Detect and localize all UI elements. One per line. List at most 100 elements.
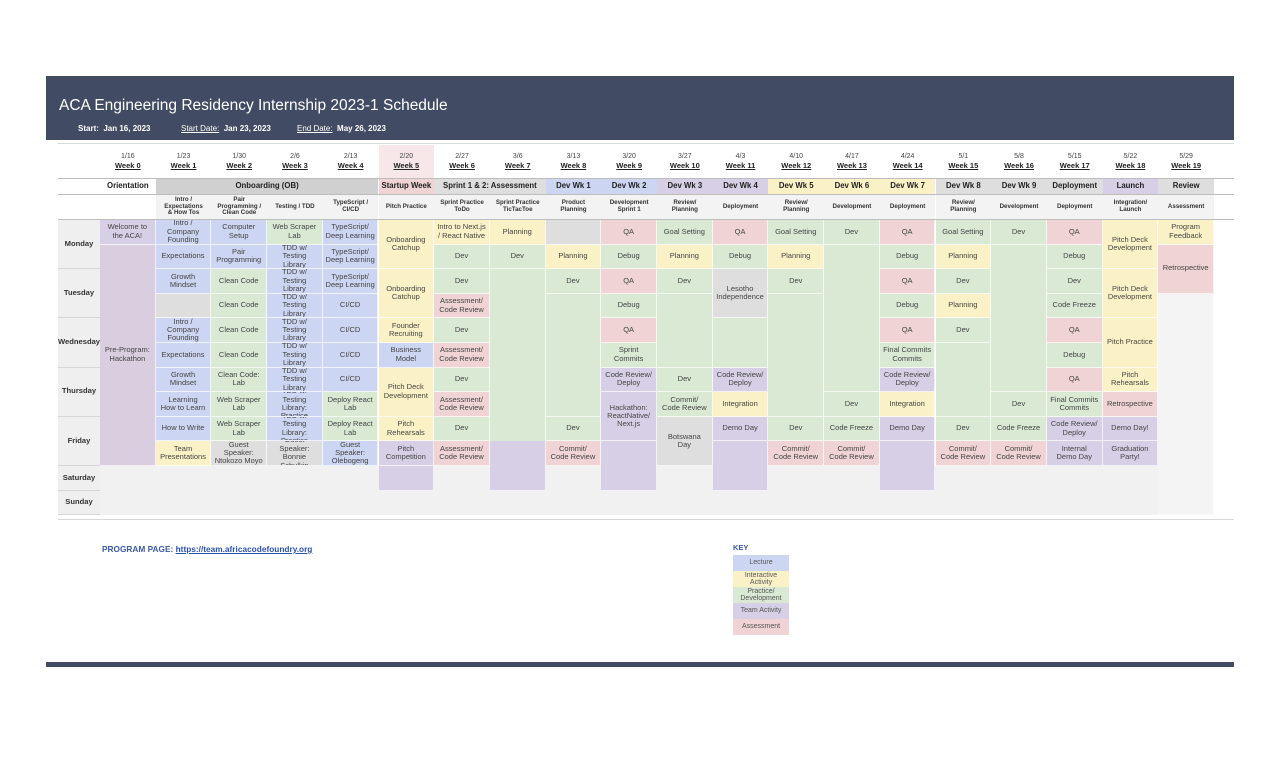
schedule-cell[interactable]: Web Scraper Lab	[211, 392, 268, 417]
schedule-cell[interactable]: Retrospective	[1102, 392, 1159, 417]
schedule-cell[interactable]: Guest Speaker: Ntokozo Moyo	[211, 441, 268, 466]
schedule-cell[interactable]: Integration	[879, 392, 936, 417]
schedule-cell[interactable]: Lesotho Independence	[712, 269, 769, 319]
schedule-cell[interactable]: Dev	[657, 269, 713, 294]
schedule-cell[interactable]: Pitch Deck Development	[378, 367, 435, 417]
schedule-cell[interactable]: TDD w/ Testing Library	[267, 269, 323, 294]
schedule-cell[interactable]: Debug	[879, 293, 936, 319]
schedule-cell[interactable]: Dev	[434, 269, 490, 294]
schedule-cell[interactable]: Code Review/ Deploy	[879, 367, 936, 393]
schedule-cell[interactable]: TypeScript/ Deep Learning	[322, 220, 379, 245]
schedule-cell[interactable]: QA	[1046, 367, 1103, 393]
schedule-cell[interactable]: Dev	[545, 416, 602, 442]
schedule-cell[interactable]: Intro / Company Founding	[155, 318, 212, 343]
schedule-cell[interactable]: QA	[712, 220, 769, 245]
schedule-cell[interactable]: QA	[879, 220, 936, 245]
schedule-cell[interactable]: Commit/ Code Review	[768, 441, 825, 466]
schedule-cell[interactable]: Dev	[768, 269, 825, 294]
schedule-cell[interactable]: CI/CD	[322, 343, 379, 368]
schedule-cell[interactable]: Business Model	[378, 343, 435, 368]
schedule-cell[interactable]	[1158, 293, 1214, 516]
schedule-cell[interactable]: Goal Setting	[768, 220, 825, 245]
schedule-cell[interactable]: Final Commits Commits	[1046, 392, 1103, 417]
schedule-cell[interactable]: TypeScript/ Deep Learning	[322, 244, 379, 270]
schedule-cell[interactable]: TDD w/ Testing Library	[267, 244, 323, 270]
schedule-cell[interactable]: Guest Speaker: Bonnie Schulkin	[267, 441, 323, 466]
schedule-cell[interactable]: Clean Code: Lab	[211, 367, 268, 393]
schedule-cell[interactable]: Graduation Party!	[1102, 441, 1159, 466]
schedule-cell[interactable]: Dev	[489, 244, 546, 270]
schedule-cell[interactable]: Growth Mindset	[155, 367, 212, 393]
schedule-cell[interactable]: TDD w/ Testing Library: Practice	[267, 392, 323, 417]
schedule-cell[interactable]: Integration	[712, 392, 769, 417]
schedule-cell[interactable]: Goal Setting	[935, 220, 992, 245]
schedule-cell[interactable]: Debug	[601, 244, 657, 270]
schedule-cell[interactable]: Debug	[879, 244, 936, 270]
schedule-cell[interactable]: Onboarding Catchup	[378, 269, 435, 319]
schedule-cell[interactable]: Pitch Competition	[378, 441, 435, 466]
schedule-cell[interactable]: Welcome to the ACA!	[100, 220, 156, 245]
schedule-cell[interactable]: Planning	[657, 244, 713, 270]
schedule-cell[interactable]: Deploy React Lab	[322, 392, 379, 417]
schedule-cell[interactable]: Assessment/ Code Review	[434, 293, 490, 319]
schedule-cell[interactable]	[824, 244, 880, 393]
schedule-cell[interactable]: Code Freeze	[824, 416, 880, 442]
schedule-cell[interactable]: QA	[601, 269, 657, 294]
schedule-cell[interactable]: Program Feedback	[1158, 220, 1214, 245]
schedule-cell[interactable]: Pre-Program: Hackathon	[100, 244, 156, 466]
schedule-cell[interactable]: TDD w/ Testing Library	[267, 343, 323, 368]
schedule-cell[interactable]: Computer Setup	[211, 220, 268, 245]
schedule-cell[interactable]: Code Freeze	[991, 416, 1047, 442]
schedule-cell[interactable]: Dev	[991, 220, 1047, 245]
schedule-cell[interactable]: Planning	[935, 293, 992, 319]
schedule-cell[interactable]	[489, 269, 546, 466]
schedule-cell[interactable]: Assessment/ Code Review	[434, 441, 490, 466]
schedule-cell[interactable]: Code Review/ Deploy	[601, 367, 657, 393]
schedule-cell[interactable]	[768, 293, 825, 417]
schedule-cell[interactable]: QA	[1046, 318, 1103, 343]
schedule-cell[interactable]: Growth Mindset	[155, 269, 212, 294]
schedule-cell[interactable]	[657, 293, 713, 368]
schedule-cell[interactable]: Demo Day	[879, 416, 936, 442]
schedule-cell[interactable]: Deploy React Lab	[322, 416, 379, 442]
schedule-cell[interactable]: Planning	[489, 220, 546, 245]
schedule-cell[interactable]: Dev	[434, 244, 490, 270]
schedule-cell[interactable]: Debug	[1046, 244, 1103, 270]
program-link[interactable]: https://team.africacodefoundry.org	[175, 544, 313, 554]
schedule-cell[interactable]: Learning How to Learn	[155, 392, 212, 417]
schedule-cell[interactable]	[712, 318, 769, 368]
schedule-cell[interactable]: Goal Setting	[657, 220, 713, 245]
schedule-cell[interactable]: Planning	[768, 244, 825, 270]
schedule-cell[interactable]: QA	[601, 318, 657, 343]
schedule-cell[interactable]: Code Freeze	[1046, 293, 1103, 319]
schedule-cell[interactable]: Commit/ Code Review	[824, 441, 880, 466]
schedule-cell[interactable]: CI/CD	[322, 367, 379, 393]
schedule-cell[interactable]: CI/CD	[322, 318, 379, 343]
schedule-cell[interactable]: Clean Code	[211, 269, 268, 294]
schedule-cell[interactable]: Dev	[434, 416, 490, 442]
schedule-cell[interactable]: Pitch Rehearsals	[378, 416, 435, 442]
schedule-cell[interactable]: Clean Code	[211, 293, 268, 319]
schedule-cell[interactable]	[545, 293, 602, 417]
schedule-cell[interactable]: Assessment/ Code Review	[434, 343, 490, 368]
schedule-cell[interactable]: How to Write	[155, 416, 212, 442]
schedule-cell[interactable]: CI/CD	[322, 293, 379, 319]
schedule-cell[interactable]: QA	[1046, 220, 1103, 245]
schedule-cell[interactable]: Pitch Deck Development	[1102, 220, 1159, 270]
schedule-cell[interactable]: Assessment/ Code Review	[434, 392, 490, 417]
schedule-cell[interactable]: Commit/ Code Review	[935, 441, 992, 466]
schedule-cell[interactable]: Demo Day!	[1102, 416, 1159, 442]
schedule-cell[interactable]: Debug	[601, 293, 657, 319]
schedule-cell[interactable]: Commit/ Code Review	[545, 441, 602, 466]
schedule-cell[interactable]: Dev	[991, 392, 1047, 417]
schedule-cell[interactable]: Pitch Practice	[1102, 318, 1159, 368]
schedule-cell[interactable]: Demo Day	[712, 416, 769, 442]
schedule-cell[interactable]	[378, 466, 435, 491]
schedule-cell[interactable]: Planning	[935, 244, 992, 270]
schedule-cell[interactable]: TDD w/ Testing Library: Practice	[267, 416, 323, 442]
schedule-cell[interactable]	[489, 441, 546, 491]
schedule-cell[interactable]: Web Scraper Lab	[267, 220, 323, 245]
schedule-cell[interactable]	[712, 441, 769, 491]
schedule-cell[interactable]	[155, 293, 212, 319]
schedule-cell[interactable]: Dev	[434, 318, 490, 343]
